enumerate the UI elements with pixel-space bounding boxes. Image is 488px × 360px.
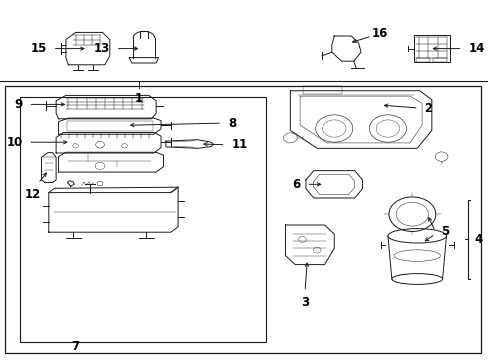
Text: 4: 4 [473, 233, 482, 246]
Bar [413, 35, 449, 62]
Text: 13: 13 [93, 42, 110, 55]
Bar [416, 58, 429, 62]
Bar [432, 58, 446, 62]
Text: 10: 10 [6, 136, 22, 149]
Text: 5: 5 [440, 225, 448, 238]
Text: 6: 6 [292, 178, 300, 191]
Text: 14: 14 [467, 42, 484, 55]
Bar [20, 97, 265, 342]
Text: 7: 7 [71, 340, 80, 353]
Text: 1: 1 [135, 92, 143, 105]
Bar [5, 86, 480, 353]
Text: 16: 16 [371, 27, 387, 40]
Text: 12: 12 [25, 188, 41, 201]
Text: 2: 2 [424, 102, 432, 114]
Text: 11: 11 [231, 138, 247, 151]
Bar [67, 121, 152, 131]
Text: 9: 9 [14, 98, 22, 111]
Bar [302, 86, 341, 94]
Text: 3: 3 [300, 296, 308, 309]
Text: 8: 8 [227, 117, 236, 130]
Text: 15: 15 [30, 42, 47, 55]
